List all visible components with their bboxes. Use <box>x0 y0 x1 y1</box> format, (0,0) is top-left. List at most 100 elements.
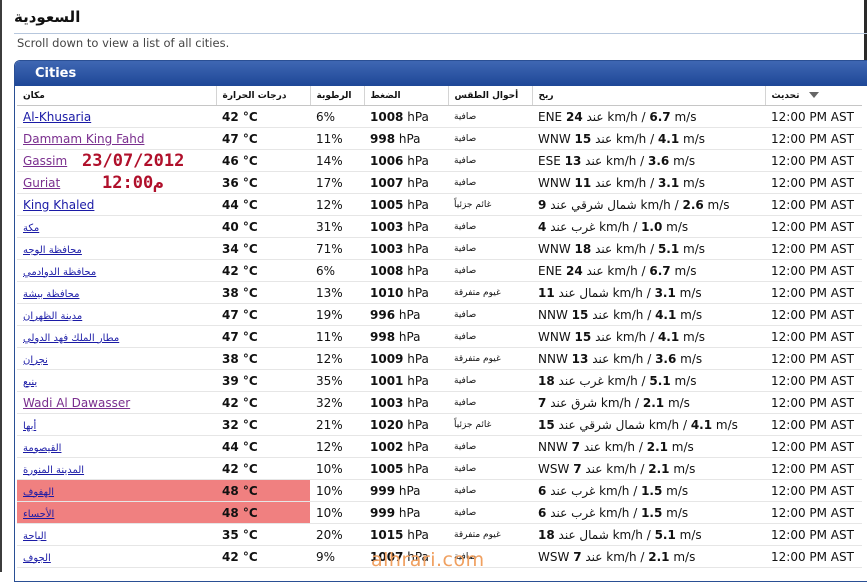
city-link[interactable]: القيصومة <box>23 442 62 454</box>
temperature-value: 36 <box>222 175 239 190</box>
pressure-value: 998 <box>370 131 396 146</box>
city-link[interactable]: نجران <box>23 354 48 366</box>
humidity-cell: 35% <box>310 369 364 392</box>
table-row: مكة 40 °C 31% 1003 hPa صافية 4 غرب عند km/h /… <box>17 215 862 238</box>
wind-direction-arabic: عند <box>595 175 613 190</box>
wind-direction: NNW <box>538 439 568 454</box>
col-header-updated[interactable]: تحديث <box>765 86 862 106</box>
wind-cell: NNW 7 عند km/h / 2.1 m/s <box>532 435 765 458</box>
pressure-cell: 1008 hPa <box>364 259 448 282</box>
conditions-cell: صافية <box>448 127 532 150</box>
table-row: Gassim 46 °C 14% 1006 hPa صافية ESE 13 عند km… <box>17 149 862 172</box>
conditions-cell: صافية <box>448 149 532 172</box>
pressure-cell: 998 hPa <box>364 325 448 348</box>
table-row: Guriat 36 °C 17% 1007 hPa صافية WNW 11 عند km… <box>17 171 862 194</box>
city-cell: المدينة المنورة <box>17 457 216 480</box>
table-row: محافظة الدوادمي 42 °C 6% 1008 hPa صافية ENE 2… <box>17 259 862 282</box>
temperature-cell: 35 °C <box>216 523 310 546</box>
pressure-cell: 1001 hPa <box>364 369 448 392</box>
temperature-value: 47 <box>222 131 239 146</box>
updated-cell: 12:00 PM AST <box>765 501 862 524</box>
wind-speed-ms: 6.7 <box>649 263 671 278</box>
city-cell: الباحة <box>17 523 216 546</box>
page-subtitle: Scroll down to view a list of all cities… <box>17 36 230 50</box>
pressure-cell: 996 hPa <box>364 303 448 326</box>
city-link[interactable]: Gassim <box>23 153 68 168</box>
updated-cell: 12:00 PM AST <box>765 413 862 436</box>
temperature-value: 44 <box>222 197 239 212</box>
pressure-value: 1005 <box>370 197 404 212</box>
wind-cell: WNW 15 عند km/h / 4.1 m/s <box>532 325 765 348</box>
cities-panel-title: Cities <box>15 61 867 86</box>
city-link[interactable]: Al-Khusaria <box>23 109 92 124</box>
wind-speed: 18 <box>574 241 592 256</box>
wind-speed: 18 <box>538 527 555 542</box>
col-header-pressure[interactable]: الضغط <box>364 86 449 106</box>
city-link[interactable]: الجوف <box>23 552 51 564</box>
city-link[interactable]: Guriat <box>23 175 61 190</box>
wind-speed-ms: 3.6 <box>648 153 670 168</box>
wind-speed: 13 <box>571 351 589 366</box>
city-link[interactable]: مطار الملك فهد الدولي <box>23 332 120 344</box>
wind-speed-ms: 4.1 <box>655 307 677 322</box>
wind-speed-ms: 4.1 <box>657 131 680 146</box>
city-link[interactable]: الأحساء <box>23 508 55 520</box>
city-cell: أبها <box>17 413 216 436</box>
city-link[interactable]: المدينة المنورة <box>23 464 85 476</box>
wind-cell: WSW 7 عند km/h / 2.1 m/s <box>532 457 765 480</box>
wind-direction-arabic: عند <box>586 263 604 278</box>
temperature-value: 42 <box>222 109 239 124</box>
col-header-conditions[interactable]: أحوال الطقس <box>448 86 533 106</box>
wind-speed: 18 <box>538 373 555 388</box>
wind-speed: 15 <box>538 417 555 432</box>
pressure-cell: 998 hPa <box>364 127 448 150</box>
col-header-temperature[interactable]: درجات الحرارة <box>216 86 311 106</box>
wind-speed: 7 <box>573 461 582 476</box>
conditions-cell: صافية <box>448 237 532 260</box>
city-link[interactable]: محافظة الدوادمي <box>23 266 97 278</box>
sort-descending-icon[interactable] <box>809 92 820 98</box>
pressure-value: 1010 <box>370 285 404 300</box>
conditions-cell: صافية <box>448 479 532 502</box>
wind-speed: 7 <box>538 395 547 410</box>
pressure-value: 1020 <box>370 417 404 432</box>
city-link[interactable]: مكة <box>23 222 40 234</box>
city-link[interactable]: محافظة الوجه <box>23 244 82 256</box>
wind-direction-arabic: عند <box>592 351 610 366</box>
wind-direction: WNW <box>538 131 571 146</box>
wind-direction-arabic: عند <box>586 109 604 124</box>
col-header-humidity[interactable]: الرطوبة <box>310 86 365 106</box>
temperature-value: 39 <box>222 373 239 388</box>
temperature-cell: 42 °C <box>216 105 310 128</box>
conditions-cell: صافية <box>448 325 532 348</box>
city-link[interactable]: ينبع <box>23 376 38 388</box>
wind-speed-ms: 5.1 <box>654 527 676 542</box>
city-link[interactable]: Wadi Al Dawasser <box>23 395 131 410</box>
wind-speed: 6 <box>538 505 547 520</box>
city-link[interactable]: الباحة <box>23 530 47 542</box>
pressure-value: 1015 <box>370 527 404 542</box>
pressure-cell: 1003 hPa <box>364 391 448 414</box>
col-header-wind[interactable]: ريح <box>532 86 766 106</box>
city-link[interactable]: Dammam King Fahd <box>23 131 145 146</box>
table-row: ينبع 39 °C 35% 1001 hPa صافية 18 غرب عند km/h… <box>17 369 862 392</box>
city-link[interactable]: محافظة بيشة <box>23 288 80 300</box>
wind-direction: WNW <box>538 241 571 256</box>
temperature-value: 42 <box>222 395 239 410</box>
conditions-cell: غيوم متفرقة <box>448 281 532 304</box>
city-cell: Al-Khusaria <box>17 105 216 128</box>
humidity-cell: 31% <box>310 215 364 238</box>
city-link[interactable]: مدينة الظهران <box>23 310 83 322</box>
city-link[interactable]: الهفوف <box>23 486 55 498</box>
temperature-cell: 46 °C <box>216 149 310 172</box>
conditions-cell: صافية <box>448 545 532 568</box>
table-row: مدينة الظهران 47 °C 19% 996 hPa صافية NNW 15 … <box>17 303 862 326</box>
col-header-city[interactable]: مكان <box>17 86 217 106</box>
city-link[interactable]: أبها <box>23 420 37 432</box>
wind-cell: WNW 11 عند km/h / 3.1 m/s <box>532 171 765 194</box>
wind-direction: WNW <box>538 175 571 190</box>
table-row: Al-Khusaria 42 °C 6% 1008 hPa صافية ENE 24 عن… <box>17 105 862 128</box>
city-link[interactable]: King Khaled <box>23 197 95 212</box>
pressure-value: 999 <box>370 505 396 520</box>
wind-speed: 15 <box>571 307 589 322</box>
